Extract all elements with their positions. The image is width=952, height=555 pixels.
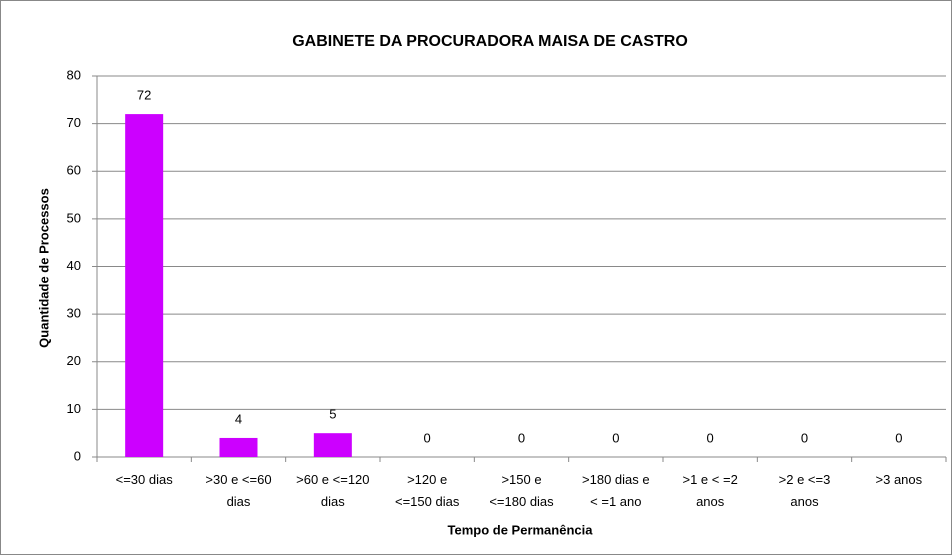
y-tick-label: 70 bbox=[67, 115, 81, 130]
y-tick-label: 50 bbox=[67, 210, 81, 225]
y-tick-label: 60 bbox=[67, 163, 81, 178]
value-label: 0 bbox=[518, 430, 525, 445]
bar bbox=[313, 433, 352, 457]
value-label: 0 bbox=[424, 430, 431, 445]
x-tick-label: >3 anos bbox=[876, 472, 923, 487]
bar bbox=[125, 114, 164, 457]
value-label: 5 bbox=[329, 407, 336, 422]
y-tick-label: 80 bbox=[67, 67, 81, 82]
value-label: 0 bbox=[895, 430, 902, 445]
value-label: 0 bbox=[707, 430, 714, 445]
y-tick-label: 30 bbox=[67, 306, 81, 321]
x-tick-label: >150 e <=180 dias bbox=[489, 472, 554, 509]
x-tick-label: >120 e <=150 dias bbox=[395, 472, 460, 509]
bar bbox=[219, 437, 258, 457]
y-axis-title: Quantidade de Processos bbox=[36, 188, 51, 348]
y-tick-label: 40 bbox=[67, 258, 81, 273]
x-tick-label: >2 e <=3 anos bbox=[779, 472, 831, 509]
x-tick-label: >1 e < =2 anos bbox=[683, 472, 738, 509]
value-label: 4 bbox=[235, 411, 242, 426]
value-label: 0 bbox=[801, 430, 808, 445]
chart-title: GABINETE DA PROCURADORA MAISA DE CASTRO bbox=[292, 33, 688, 50]
value-label: 0 bbox=[612, 430, 619, 445]
y-tick-label: 20 bbox=[67, 353, 81, 368]
y-tick-label: 10 bbox=[67, 401, 81, 416]
y-tick-label: 0 bbox=[74, 448, 81, 463]
x-tick-label: >60 e <=120 dias bbox=[296, 472, 369, 509]
x-axis-title: Tempo de Permanência bbox=[448, 522, 594, 537]
x-tick-label: >30 e <=60 dias bbox=[205, 472, 271, 509]
x-tick-label: <=30 dias bbox=[116, 472, 174, 487]
x-tick-label: >180 dias e < =1 ano bbox=[582, 472, 650, 509]
value-label: 72 bbox=[137, 88, 151, 103]
